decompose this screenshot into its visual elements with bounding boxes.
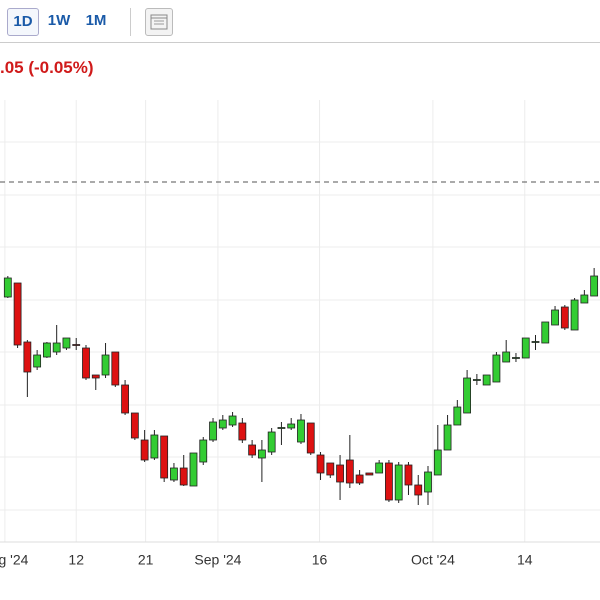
candle-body [345, 459, 354, 484]
candle-body [179, 467, 188, 486]
candle-body [433, 449, 442, 476]
candle-body [541, 321, 550, 344]
candle-body [43, 342, 51, 358]
candle-body [560, 306, 569, 329]
candle-body [414, 484, 423, 496]
candle-body [91, 374, 100, 379]
candle-body [326, 462, 335, 476]
x-tick-label: 16 [312, 552, 328, 568]
candle-body [365, 472, 374, 476]
candle-body [306, 422, 315, 454]
candle-body [492, 354, 501, 383]
layout-icon[interactable] [145, 8, 173, 36]
candle-body [238, 422, 247, 441]
candle-body [3, 277, 12, 298]
candle-body [248, 444, 257, 456]
candle-body [62, 337, 71, 349]
range-button[interactable]: 1W [47, 12, 71, 29]
candle-body [33, 354, 42, 368]
candle-body [336, 464, 344, 483]
candle-body [404, 464, 413, 486]
candle-body [580, 294, 589, 304]
candle-body [72, 344, 81, 346]
toolbar: 1D 1W 1M [0, 0, 600, 43]
x-tick-label: 21 [138, 552, 154, 568]
candle-body [160, 435, 169, 479]
candle-body [82, 347, 90, 379]
candle-body [218, 419, 227, 429]
candle-body [385, 462, 393, 501]
candle-body [150, 434, 159, 459]
range-button[interactable]: 1M [85, 12, 107, 29]
candle-body [101, 354, 110, 376]
candle-body [189, 452, 198, 487]
icon-graphic [150, 14, 168, 30]
candle-body [111, 351, 120, 386]
candle-body [316, 454, 325, 474]
x-tick-label: Aug '24 [0, 552, 29, 568]
candle-body [551, 309, 559, 326]
range-button[interactable]: 1D [7, 8, 39, 36]
candle-body [140, 439, 149, 461]
candle-body [463, 377, 472, 414]
separator [130, 8, 131, 36]
candle-body [267, 431, 276, 453]
candle-body [130, 412, 139, 439]
candle-body [170, 467, 178, 481]
candle-body [394, 464, 403, 501]
price-change: .05 (-0.05%) [0, 58, 94, 77]
candle-body [375, 462, 384, 474]
candle-body [453, 406, 462, 426]
candle-body [570, 299, 579, 331]
candle-body [482, 374, 491, 386]
candle-body [23, 341, 32, 373]
candle-body [209, 421, 217, 441]
candle-body [121, 384, 129, 414]
x-tick-label: 12 [68, 552, 84, 568]
candle-body [52, 342, 61, 353]
candle-body [443, 424, 452, 451]
candle-body [277, 427, 286, 429]
candle-body [531, 341, 540, 343]
x-tick-label: Sep '24 [194, 552, 241, 568]
x-tick-label: Oct '24 [411, 552, 455, 568]
candle-body [257, 449, 266, 459]
candle-body [287, 423, 296, 429]
candle-body [502, 351, 511, 363]
x-tick-label: 14 [517, 552, 533, 568]
candle-body [472, 379, 481, 381]
candle-body [521, 337, 530, 359]
candle-body [228, 415, 237, 426]
candle-body [13, 282, 22, 346]
candle-body [590, 275, 599, 297]
candle-body [297, 419, 305, 443]
candle-body [355, 474, 364, 484]
candle-body [512, 357, 520, 359]
candle-body [424, 471, 432, 493]
candle-body [199, 439, 208, 463]
